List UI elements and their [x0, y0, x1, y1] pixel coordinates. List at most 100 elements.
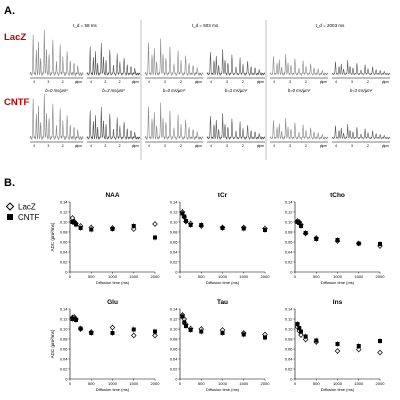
- y-axis-label: ADC (µm²/ms): [50, 329, 55, 358]
- y-tick-label: 0.10: [170, 327, 179, 332]
- data-point-lacz: [355, 346, 362, 353]
- x-tick-label: 500: [198, 274, 205, 279]
- y-tick-label: 0.06: [60, 347, 69, 352]
- ppm-unit: ppm: [320, 144, 327, 148]
- data-point-cntf: [110, 227, 115, 231]
- data-point-cntf: [188, 223, 193, 227]
- spectrum-line: [86, 107, 141, 140]
- data-point-cntf: [183, 324, 188, 328]
- x-tick-label: 500: [88, 274, 95, 279]
- data-point-cntf: [182, 320, 187, 325]
- y-tick-label: 0.10: [60, 327, 69, 332]
- data-point-lacz: [298, 332, 304, 338]
- y-tick-label: 0.02: [60, 260, 69, 265]
- ppm-unit: ppm: [257, 144, 264, 148]
- b-value-label: b=0 ms/µm²: [288, 88, 311, 93]
- data-point-cntf: [378, 242, 382, 246]
- data-point-lacz: [130, 332, 137, 339]
- data-point-cntf: [295, 322, 300, 326]
- x-tick-label: 2000: [151, 381, 161, 386]
- y-tick-label: 0.14: [60, 307, 69, 312]
- spectrum-line: [29, 93, 84, 141]
- td-label: t_d = 2003 ms: [316, 23, 345, 28]
- data-point-cntf: [180, 211, 185, 216]
- data-point-cntf: [314, 338, 319, 343]
- ppm-tick: 1: [133, 80, 135, 84]
- y-tick-label: 0: [65, 270, 68, 275]
- row-label-cntf: CNTF: [4, 97, 30, 108]
- y-tick-label: 0.14: [170, 200, 179, 205]
- ppm-tick: 2: [62, 144, 64, 148]
- y-tick-label: 0.12: [170, 210, 179, 215]
- panel-b-label: B.: [4, 177, 15, 189]
- ppm-tick: 2: [180, 144, 182, 148]
- y-tick-label: 0.12: [60, 210, 69, 215]
- data-point-cntf: [131, 327, 136, 332]
- y-tick-label: 0.04: [170, 357, 179, 362]
- ppm-unit: ppm: [195, 144, 202, 148]
- row-label-lacz: LacZ: [4, 32, 26, 43]
- x-axis-label: Diffusion time (ms): [96, 387, 130, 392]
- data-point-cntf: [73, 318, 78, 322]
- data-point-lacz: [109, 324, 116, 331]
- ppm-tick: 1: [258, 80, 260, 84]
- x-tick-label: 1500: [354, 274, 364, 279]
- ppm-tick: 4: [273, 80, 275, 84]
- adc-chart-tcr: tCr 0 0.02 0.04 0.06 0.08 0.10 0.12 0.14 0 500 1000…: [170, 192, 271, 285]
- legend-cntf-label: CNTF: [18, 213, 39, 222]
- x-tick-label: 1000: [333, 274, 343, 279]
- x-axis-label: Diffusion time (ms): [321, 387, 355, 392]
- x-tick-label: 500: [198, 381, 205, 386]
- ppm-tick: 4: [90, 144, 92, 148]
- ppm-tick: 1: [196, 80, 198, 84]
- data-point-cntf: [131, 224, 136, 228]
- data-point-cntf: [314, 237, 319, 241]
- x-axis-label: Diffusion time (ms): [96, 280, 130, 285]
- legend: LacZ CNTF: [5, 202, 39, 222]
- y-tick-label: 0.14: [60, 200, 69, 205]
- spectrum-line: [86, 43, 141, 76]
- adc-chart-tau: Tau 0 0.02 0.04 0.06 0.08 0.10 0.12 0.14 0 500 1000…: [170, 299, 271, 392]
- x-tick-label: 500: [88, 381, 95, 386]
- ppm-tick: 2: [367, 80, 369, 84]
- y-tick-label: 0.06: [60, 240, 69, 245]
- data-point-cntf: [298, 224, 303, 228]
- data-point-cntf: [220, 331, 225, 335]
- y-tick-label: 0.08: [285, 337, 294, 342]
- x-tick-label: 1000: [108, 274, 118, 279]
- ppm-tick: 4: [148, 80, 150, 84]
- x-tick-label: 0: [294, 381, 297, 386]
- ppm-tick: 1: [76, 144, 78, 148]
- x-tick-label: 2000: [376, 381, 386, 386]
- ppm-tick: 1: [196, 144, 198, 148]
- y-tick-label: 0.04: [285, 357, 294, 362]
- ppm-tick: 3: [164, 144, 166, 148]
- x-tick-label: 2000: [261, 274, 271, 279]
- ppm-tick: 2: [242, 144, 244, 148]
- x-tick-label: 0: [69, 274, 72, 279]
- adc-chart-tcho: tCho 0 0.02 0.04 0.06 0.08 0.10 0.12 0.14 0 500 100…: [285, 192, 386, 285]
- y-tick-label: 0.08: [170, 230, 179, 235]
- ppm-tick: 1: [321, 80, 323, 84]
- data-point-cntf: [182, 214, 187, 219]
- ppm-tick: 1: [258, 144, 260, 148]
- x-tick-label: 2000: [376, 274, 386, 279]
- y-tick-label: 0.02: [170, 367, 179, 372]
- y-tick-label: 0.14: [170, 307, 179, 312]
- data-point-cntf: [110, 331, 115, 335]
- ppm-tick: 4: [210, 144, 212, 148]
- ppm-tick: 4: [148, 144, 150, 148]
- x-tick-label: 1000: [218, 381, 228, 386]
- spectrum-line: [331, 60, 391, 76]
- ppm-tick: 3: [164, 80, 166, 84]
- spectrum-line: [29, 29, 84, 77]
- ppm-tick: 3: [47, 144, 49, 148]
- x-tick-label: 0: [294, 274, 297, 279]
- data-point-lacz: [334, 348, 341, 354]
- x-tick-label: 2000: [261, 381, 271, 386]
- legend-cntf-marker: [7, 214, 13, 220]
- data-point-cntf: [153, 329, 157, 334]
- chart-title: Tau: [217, 299, 228, 306]
- y-tick-label: 0.08: [60, 230, 69, 235]
- ppm-tick: 3: [351, 80, 353, 84]
